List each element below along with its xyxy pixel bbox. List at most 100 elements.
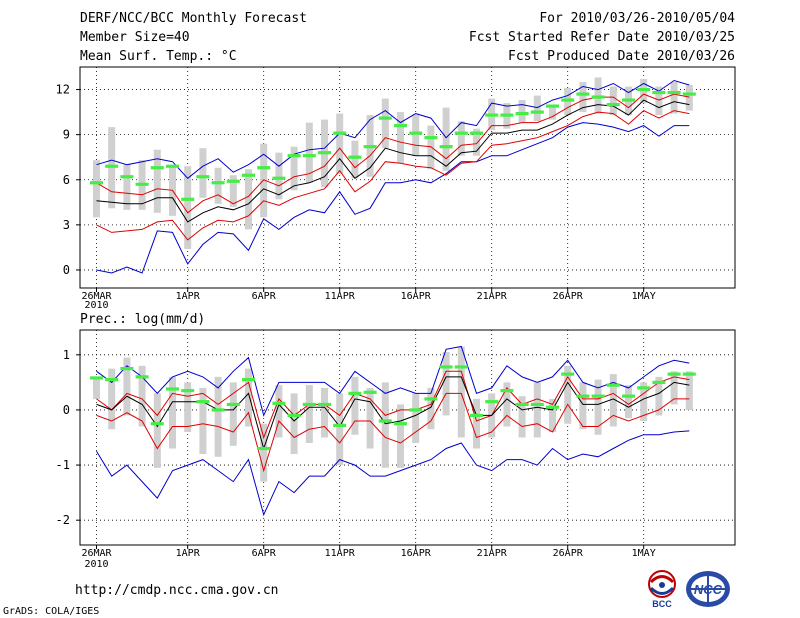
median-marker (211, 181, 225, 185)
median-marker (378, 419, 392, 423)
spread-bar (412, 115, 420, 156)
median-marker (333, 131, 347, 135)
median-marker (652, 380, 666, 384)
spread-bar (473, 398, 480, 449)
x-tick-label: 26APR (553, 548, 584, 559)
median-marker (439, 365, 453, 369)
median-marker (576, 394, 590, 398)
median-marker (196, 175, 210, 179)
median-marker (120, 175, 134, 179)
spread-bar (305, 385, 313, 444)
x-year-label: 2010 (84, 559, 108, 570)
median-marker (272, 176, 286, 180)
median-marker (287, 413, 301, 418)
spread-bar (214, 376, 222, 457)
spread-bar (427, 125, 435, 170)
chart-title: DERF/NCC/BCC Monthly Forecast (80, 11, 307, 26)
spread-bar (93, 376, 100, 399)
median-marker (226, 402, 240, 407)
x-tick-label: 16APR (401, 548, 432, 559)
x-tick-label: 1APR (176, 548, 201, 559)
median-marker (318, 151, 331, 155)
spread-bar (275, 152, 283, 200)
bcc-logo: BCC (648, 570, 676, 609)
x-tick-label: 26MAR (81, 548, 112, 559)
spread-bar (381, 382, 389, 468)
spread-bar (549, 104, 556, 120)
y-tick-label: 1 (63, 348, 70, 362)
lower-line (96, 110, 690, 241)
spread-bar (366, 387, 374, 449)
spread-bar (533, 95, 541, 122)
spread-bar (533, 382, 541, 438)
median-marker (561, 372, 575, 376)
spread-bar (245, 368, 252, 427)
median-marker (576, 92, 590, 96)
x-tick-label: 1MAY (632, 548, 656, 559)
median-marker (591, 394, 605, 398)
forecast-start-date-label: Fcst Started Refer Date 2010/03/25 (468, 30, 735, 45)
spread-bar (321, 387, 328, 438)
spread-bar (336, 393, 344, 466)
spread-bar (609, 86, 617, 116)
grads-credit: GrADS: COLA/IGES (3, 606, 100, 617)
median-marker (135, 182, 149, 186)
spread-bar (336, 113, 344, 174)
x-tick-label: 6APR (252, 291, 277, 302)
bottom-panel-variable-label: Prec.: log(mm/d) (80, 312, 205, 327)
median-marker (637, 87, 651, 92)
spread-bar (518, 396, 526, 438)
spread-bar (685, 85, 693, 111)
spread-bar (93, 160, 100, 218)
median-marker (333, 423, 347, 427)
spread-bar (685, 371, 693, 410)
mean-line (96, 376, 690, 451)
x-tick-label: 16APR (401, 291, 432, 302)
median-marker (242, 173, 255, 177)
spread-bar (169, 376, 176, 449)
spread-bar (153, 393, 161, 468)
median-marker (667, 372, 681, 376)
median-marker (287, 154, 301, 158)
median-marker (424, 136, 438, 140)
spread-bar (655, 86, 663, 116)
spread-bar (442, 107, 450, 171)
x-tick-label: 26APR (553, 291, 584, 302)
median-marker (166, 164, 179, 168)
median-marker (105, 378, 119, 382)
median-marker (196, 400, 210, 404)
y-tick-label: 6 (63, 173, 70, 187)
median-marker (454, 131, 468, 135)
spread-bar (549, 398, 556, 432)
ncc-logo: NCC (686, 571, 730, 607)
median-marker (637, 386, 651, 390)
spread-bar (290, 146, 298, 191)
spread-bar (260, 423, 268, 482)
median-marker (348, 155, 362, 159)
spread-bar (670, 82, 678, 114)
member-size-label: Member Size=40 (80, 30, 190, 45)
spread-bar (609, 374, 617, 427)
median-marker (485, 400, 499, 404)
spread-bar (397, 404, 404, 468)
x-tick-label: 26MAR (81, 291, 112, 302)
median-marker (515, 112, 529, 116)
spread-bar (518, 100, 526, 123)
median-marker (682, 92, 696, 96)
median-marker (363, 390, 377, 394)
website-url[interactable]: http://cmdp.ncc.cma.gov.cn (75, 583, 279, 598)
chart-panel-2: -2 -1 0 1 26MAR 1APR 6APR 11APR 16APR 21APR 26APR 1… (56, 329, 736, 570)
spread-bar (503, 382, 511, 427)
spread-bar (153, 149, 161, 213)
x-tick-label: 1APR (176, 291, 201, 302)
median-marker (150, 422, 164, 426)
spread-bar (229, 175, 237, 207)
lower-line (96, 392, 690, 473)
spread-bar (442, 352, 450, 416)
median-marker (500, 389, 514, 393)
median-marker (409, 408, 423, 412)
median-marker (485, 113, 499, 117)
y-tick-label: 0 (63, 263, 70, 277)
spread-bar (184, 166, 192, 249)
